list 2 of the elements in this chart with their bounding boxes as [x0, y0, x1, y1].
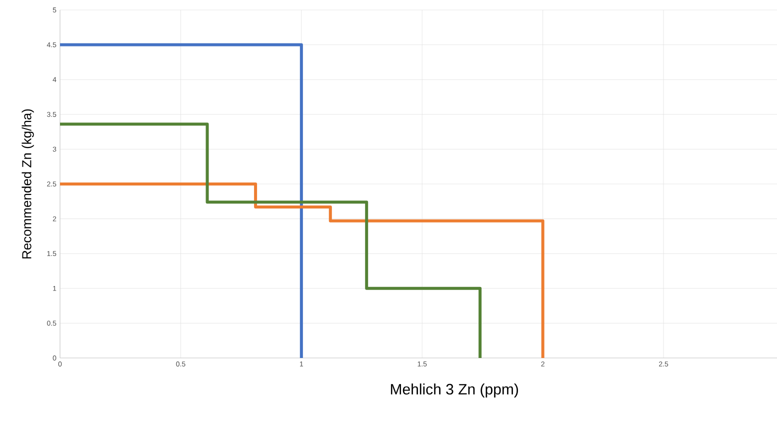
y-axis-title: Recommended Zn (kg/ha) — [22, 109, 34, 258]
x-axis-title: Mehlich 3 Zn (ppm) — [390, 384, 518, 398]
